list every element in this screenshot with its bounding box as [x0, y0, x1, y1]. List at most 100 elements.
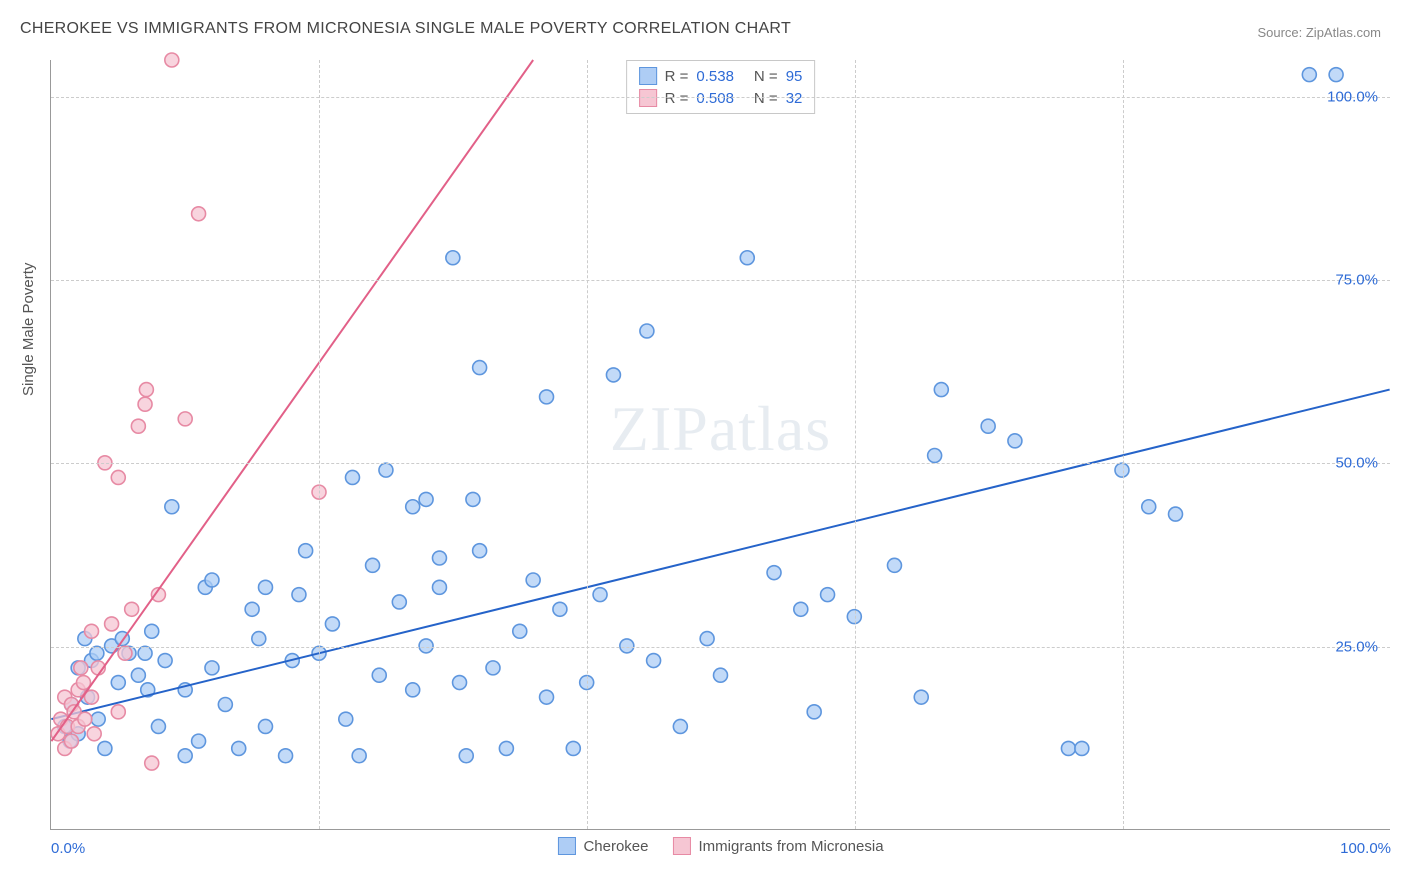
chart-title: CHEROKEE VS IMMIGRANTS FROM MICRONESIA S… — [20, 20, 791, 38]
data-point — [345, 470, 359, 484]
data-point — [566, 741, 580, 755]
data-point — [714, 668, 728, 682]
data-point — [64, 734, 78, 748]
data-point — [90, 646, 104, 660]
data-point — [131, 419, 145, 433]
data-point — [218, 698, 232, 712]
data-point — [192, 734, 206, 748]
data-point — [914, 690, 928, 704]
y-tick-label: 100.0% — [1327, 88, 1378, 105]
n-label: N = — [754, 68, 778, 85]
data-point — [111, 676, 125, 690]
data-point — [131, 668, 145, 682]
data-point — [165, 53, 179, 67]
data-point — [98, 741, 112, 755]
plot-area: ZIPatlas R =0.538N =95R =0.508N =32 Cher… — [50, 60, 1390, 830]
data-point — [499, 741, 513, 755]
data-point — [325, 617, 339, 631]
series-name: Cherokee — [583, 838, 648, 855]
data-point — [934, 383, 948, 397]
grid-line-v — [587, 60, 588, 829]
data-point — [139, 383, 153, 397]
data-point — [1115, 463, 1129, 477]
data-point — [158, 654, 172, 668]
legend-row: R =0.538N =95 — [639, 65, 803, 87]
data-point — [87, 727, 101, 741]
data-point — [1142, 500, 1156, 514]
data-point — [1169, 507, 1183, 521]
legend-swatch — [557, 837, 575, 855]
data-point — [279, 749, 293, 763]
data-point — [138, 646, 152, 660]
data-point — [339, 712, 353, 726]
chart-container: CHEROKEE VS IMMIGRANTS FROM MICRONESIA S… — [0, 0, 1406, 892]
data-point — [821, 588, 835, 602]
data-point — [352, 749, 366, 763]
data-point — [118, 646, 132, 660]
data-point — [245, 602, 259, 616]
data-point — [887, 558, 901, 572]
data-point — [432, 580, 446, 594]
trend-line — [51, 60, 533, 741]
legend-swatch — [639, 67, 657, 85]
data-point — [125, 602, 139, 616]
data-point — [366, 558, 380, 572]
data-point — [192, 207, 206, 221]
data-point — [178, 749, 192, 763]
data-point — [540, 690, 554, 704]
data-point — [593, 588, 607, 602]
data-point — [647, 654, 661, 668]
data-point — [981, 419, 995, 433]
series-legend: Cherokee Immigrants from Micronesia — [557, 837, 883, 855]
source-attribution: Source: ZipAtlas.com — [1257, 25, 1381, 40]
data-point — [767, 566, 781, 580]
data-point — [91, 712, 105, 726]
r-label: R = — [665, 90, 689, 107]
data-point — [432, 551, 446, 565]
n-value: 95 — [786, 68, 803, 85]
data-point — [459, 749, 473, 763]
data-point — [145, 624, 159, 638]
data-point — [807, 705, 821, 719]
legend-swatch — [639, 89, 657, 107]
y-tick-label: 25.0% — [1335, 638, 1378, 655]
data-point — [446, 251, 460, 265]
grid-line-v — [855, 60, 856, 829]
data-point — [379, 463, 393, 477]
grid-line-h — [51, 97, 1390, 98]
data-point — [138, 397, 152, 411]
data-point — [473, 361, 487, 375]
data-point — [85, 624, 99, 638]
data-point — [111, 470, 125, 484]
series-legend-item: Immigrants from Micronesia — [673, 837, 884, 855]
series-legend-item: Cherokee — [557, 837, 648, 855]
n-value: 32 — [786, 90, 803, 107]
data-point — [392, 595, 406, 609]
data-point — [259, 719, 273, 733]
data-point — [553, 602, 567, 616]
data-point — [486, 661, 500, 675]
data-point — [700, 632, 714, 646]
data-point — [740, 251, 754, 265]
data-point — [111, 705, 125, 719]
data-point — [673, 719, 687, 733]
legend-row: R =0.508N =32 — [639, 87, 803, 109]
data-point — [1061, 741, 1075, 755]
data-point — [1008, 434, 1022, 448]
data-point — [1329, 68, 1343, 82]
data-point — [105, 617, 119, 631]
data-point — [145, 756, 159, 770]
data-point — [232, 741, 246, 755]
y-axis-label: Single Male Poverty — [20, 263, 37, 396]
data-point — [299, 544, 313, 558]
legend-swatch — [673, 837, 691, 855]
data-point — [406, 683, 420, 697]
grid-line-v — [319, 60, 320, 829]
series-name: Immigrants from Micronesia — [699, 838, 884, 855]
data-point — [292, 588, 306, 602]
data-point — [372, 668, 386, 682]
data-point — [1302, 68, 1316, 82]
data-point — [74, 661, 88, 675]
data-point — [259, 580, 273, 594]
data-point — [466, 492, 480, 506]
